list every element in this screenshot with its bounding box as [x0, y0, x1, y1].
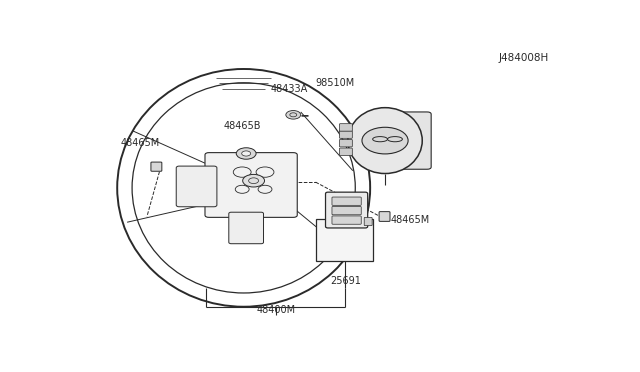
FancyBboxPatch shape: [339, 148, 352, 155]
Ellipse shape: [348, 108, 422, 173]
Circle shape: [236, 148, 256, 159]
FancyBboxPatch shape: [339, 124, 352, 131]
FancyBboxPatch shape: [176, 166, 217, 207]
Circle shape: [242, 151, 251, 156]
Text: 48465B: 48465B: [224, 121, 261, 131]
Circle shape: [286, 110, 301, 119]
FancyBboxPatch shape: [332, 216, 361, 224]
Text: J484008H: J484008H: [499, 52, 548, 62]
Text: 48433A: 48433A: [271, 84, 308, 94]
Text: 98510M: 98510M: [316, 78, 355, 87]
Circle shape: [362, 127, 408, 154]
FancyBboxPatch shape: [339, 140, 352, 147]
FancyBboxPatch shape: [396, 112, 431, 169]
FancyBboxPatch shape: [316, 219, 372, 261]
Text: 25691: 25691: [330, 276, 362, 286]
FancyBboxPatch shape: [332, 206, 361, 215]
Text: 48400M: 48400M: [257, 305, 296, 315]
Text: 48465M: 48465M: [391, 215, 430, 225]
FancyBboxPatch shape: [379, 212, 390, 221]
FancyBboxPatch shape: [364, 217, 372, 226]
FancyBboxPatch shape: [339, 131, 352, 138]
Text: 48465M: 48465M: [121, 138, 160, 148]
Circle shape: [243, 174, 264, 187]
FancyBboxPatch shape: [332, 197, 361, 205]
FancyBboxPatch shape: [151, 162, 162, 171]
FancyBboxPatch shape: [326, 192, 367, 228]
FancyBboxPatch shape: [229, 212, 264, 244]
FancyBboxPatch shape: [205, 153, 297, 217]
